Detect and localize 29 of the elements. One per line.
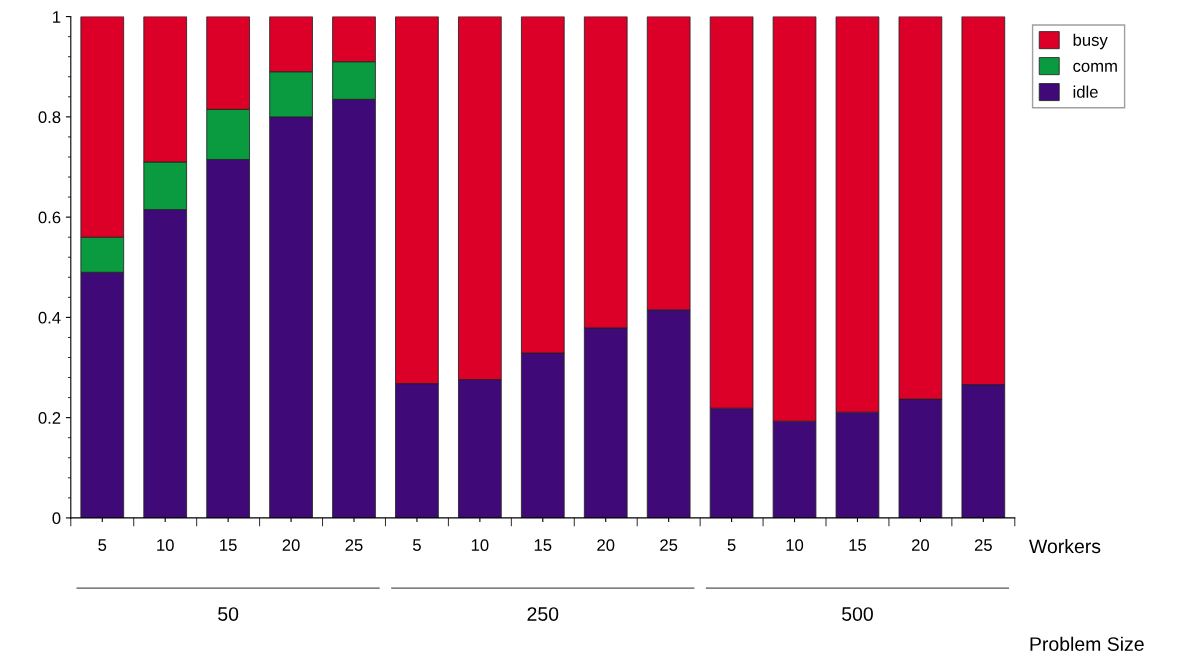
x-tick-label: 25 — [974, 539, 992, 551]
y-tick-label: 0.2 — [38, 412, 61, 424]
text: 50 — [218, 607, 239, 621]
y-tick-label: 0.4 — [38, 311, 61, 324]
y-tick-label: 1 — [53, 11, 61, 23]
legend-label: idle — [1073, 85, 1098, 98]
x-tick-label: 25 — [660, 539, 678, 551]
x-tick-label: 20 — [911, 539, 930, 551]
text: 250 — [527, 607, 559, 621]
x-tick-label: 15 — [220, 539, 237, 551]
x-tick-label: 15 — [534, 539, 552, 551]
x-tick-label: 10 — [157, 539, 174, 551]
text: 500 — [842, 607, 873, 621]
legend-label: busy — [1073, 33, 1108, 50]
x-tick-label: 5 — [727, 539, 736, 551]
y-tick-label: 0 — [52, 512, 61, 525]
x-tick-label: 20 — [282, 539, 300, 551]
y-tick-label: 0.8 — [38, 111, 61, 124]
x-axis-title: Workers — [1029, 538, 1101, 554]
x-tick-label: 10 — [471, 539, 489, 551]
text: Problem Size — [1030, 636, 1144, 651]
x-tick-label: 10 — [786, 539, 804, 551]
x-tick-label: 5 — [98, 539, 107, 551]
legend-label: comm — [1073, 62, 1117, 72]
y-tick-label: 0.6 — [38, 211, 61, 224]
x-tick-label: 5 — [412, 539, 421, 551]
x-tick-label: 20 — [597, 539, 615, 551]
x-tick-label: 25 — [345, 539, 363, 551]
x-tick-label: 15 — [849, 539, 867, 551]
